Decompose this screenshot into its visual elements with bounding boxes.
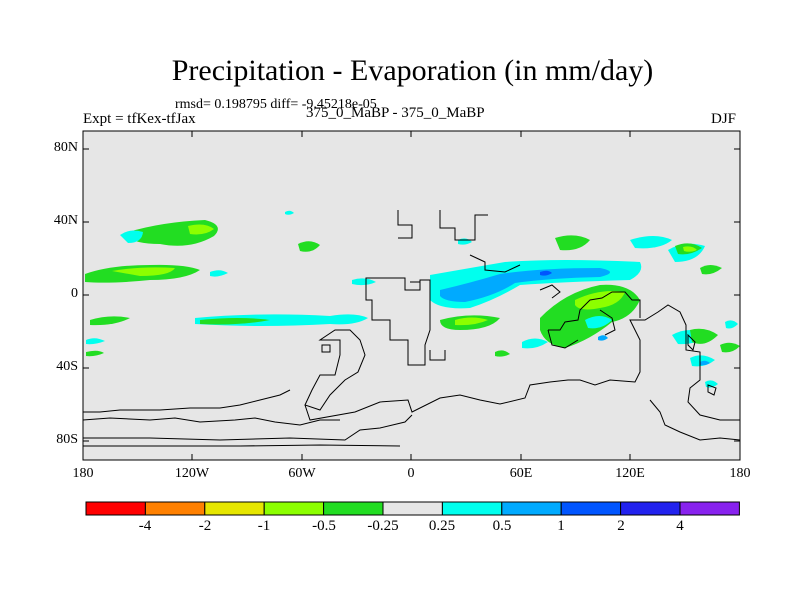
x-tick-label: 120E <box>615 466 645 481</box>
y-tick-label: 80S <box>56 432 78 447</box>
fill-blue-patch <box>598 335 608 341</box>
coastline-africa <box>365 277 431 366</box>
season-label: DJF <box>711 111 737 127</box>
y-tick-label: 0 <box>71 286 78 301</box>
coastline-antarctica <box>83 414 413 441</box>
coastline-south-america <box>304 329 366 411</box>
fill-cyan-patch <box>86 338 105 345</box>
colorbar-box-4 <box>263 501 325 516</box>
x-tick-label: 60E <box>509 466 533 481</box>
coastline-antarctica <box>83 389 291 413</box>
x-tick-label: 180 <box>72 466 94 481</box>
y-tick-label: 80N <box>53 140 78 155</box>
coastline-antarctica <box>83 444 401 447</box>
x-tick-label: 60W <box>288 466 316 481</box>
coastline-australia <box>548 291 641 331</box>
y-tick-label: 40S <box>56 359 78 374</box>
colorbar-label: 0.25 <box>428 518 456 534</box>
colorbar-box-1 <box>85 501 146 516</box>
fill-cyan-patch <box>630 236 672 249</box>
fill-cyan-patch <box>210 270 228 277</box>
colorbar-label: 2 <box>617 518 625 534</box>
fill-green-patch <box>720 342 740 353</box>
fill-cyan-patch <box>285 210 294 215</box>
fill-green-patch <box>86 350 104 357</box>
map-title: Precipitation - Evaporation (in mm/day) <box>171 54 654 87</box>
coastline-eurasia <box>410 281 421 290</box>
coastline-new-zealand <box>707 384 717 396</box>
colorbar-box-5 <box>323 501 384 516</box>
y-tick-label: 40N <box>53 213 78 228</box>
colorbar-label: -2 <box>198 518 212 534</box>
coastline-south-america-outline <box>304 304 740 421</box>
coastline-antarctica <box>649 399 741 441</box>
stats-label: rmsd= 0.198795 diff= -9.45218e-05 <box>175 97 377 112</box>
colorbar-label: -0.25 <box>367 518 399 534</box>
fill-lightgreen-patch <box>683 246 697 252</box>
colorbar-label: -0.5 <box>312 518 336 534</box>
coastline-indonesia <box>599 309 616 336</box>
coastlines <box>82 210 741 447</box>
colorbar-box-6 <box>382 501 443 516</box>
fill-green-patch <box>700 265 722 275</box>
colorbar-box-3 <box>204 501 265 516</box>
experiment-label: Expt = tfKex-tfJax <box>83 111 196 127</box>
fill-lightgreen-patch <box>188 224 214 235</box>
fill-cyan-patch <box>352 278 376 286</box>
x-tick-label: 0 <box>407 466 415 481</box>
coastline-eurasia <box>439 210 488 241</box>
fill-cyan-patch <box>725 320 738 329</box>
colorbar-label: 4 <box>676 518 684 534</box>
colorbar <box>85 501 740 516</box>
axis-ticks <box>82 131 741 460</box>
coastline-africa <box>429 350 446 361</box>
colorbar-box-9 <box>560 501 622 516</box>
fill-green-patch <box>298 241 320 252</box>
fill-cyan-patch <box>585 316 612 329</box>
fill-cyan-patch <box>120 230 143 243</box>
coastline-antarctica <box>82 417 340 426</box>
coastline-island <box>321 344 331 353</box>
fill-green-patch <box>690 328 718 344</box>
colorbar-label: -1 <box>257 518 271 534</box>
x-tick-label: 120W <box>174 466 210 481</box>
coastline-new-zealand <box>687 333 696 351</box>
fill-lightgreen-patch <box>455 317 488 326</box>
coastline-eurasia <box>469 254 521 273</box>
fill-green-patch <box>200 318 270 325</box>
colorbar-label: 1 <box>557 518 565 534</box>
colorbar-label: 0.5 <box>492 518 512 534</box>
fill-green-patch <box>90 316 130 326</box>
fill-cyan-patch <box>522 338 548 349</box>
coastline-indonesia <box>539 284 561 299</box>
fill-green-patch <box>555 235 590 251</box>
colorbar-box-10 <box>620 501 681 516</box>
fill-lightgreen-patch <box>112 267 175 276</box>
fill-darkblue-patch <box>540 270 552 276</box>
x-tick-label: 180 <box>729 466 751 481</box>
fill-green-patch <box>495 350 510 357</box>
subtitle-label: 375_0_MaBP - 375_0_MaBP <box>306 105 485 121</box>
fill-blue-patch <box>700 360 710 366</box>
colorbar-box-11 <box>679 501 740 516</box>
coastline-eurasia <box>397 210 413 239</box>
colorbar-label: -4 <box>138 518 152 534</box>
anomaly-fills <box>85 210 740 388</box>
colorbar-box-7 <box>441 501 503 516</box>
fill-blue-patch <box>440 268 610 302</box>
colorbar-box-8 <box>501 501 562 516</box>
coastline-australia <box>547 329 579 349</box>
colorbar-box-2 <box>144 501 206 516</box>
fill-lightgreen-patch <box>575 291 625 310</box>
